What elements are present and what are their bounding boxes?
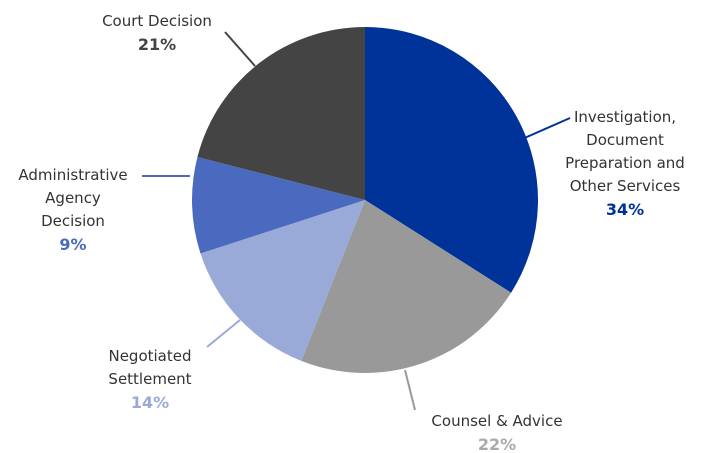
value-label: 9%	[59, 235, 87, 254]
category-label: Counsel & Advice	[431, 412, 563, 430]
pie-slice	[200, 200, 365, 361]
slice-label: Court Decision 21%	[57, 10, 257, 56]
value-label: 34%	[605, 200, 645, 219]
pie-slice	[191, 156, 365, 254]
value-label: 21%	[137, 35, 177, 54]
leader-line	[206, 319, 241, 348]
category-label: Administrative Agency Decision	[18, 166, 128, 230]
value-label: 22%	[477, 435, 517, 453]
leader-line	[404, 369, 416, 411]
category-label: Court Decision	[102, 12, 212, 30]
category-label: Investigation, Document Preparation and …	[565, 108, 685, 195]
pie-slice	[301, 200, 512, 373]
pie-slice	[197, 27, 365, 200]
leader-line	[224, 31, 256, 67]
category-label: Negotiated Settlement	[108, 347, 192, 388]
slice-label: Investigation, Document Preparation and …	[555, 106, 695, 221]
slice-label: Counsel & Advice 22%	[387, 410, 607, 453]
value-label: 14%	[130, 393, 170, 412]
slice-label: Negotiated Settlement 14%	[100, 345, 200, 414]
leader-line	[519, 117, 571, 141]
slice-label: Administrative Agency Decision 9%	[18, 164, 128, 256]
pie-slice	[365, 27, 538, 293]
